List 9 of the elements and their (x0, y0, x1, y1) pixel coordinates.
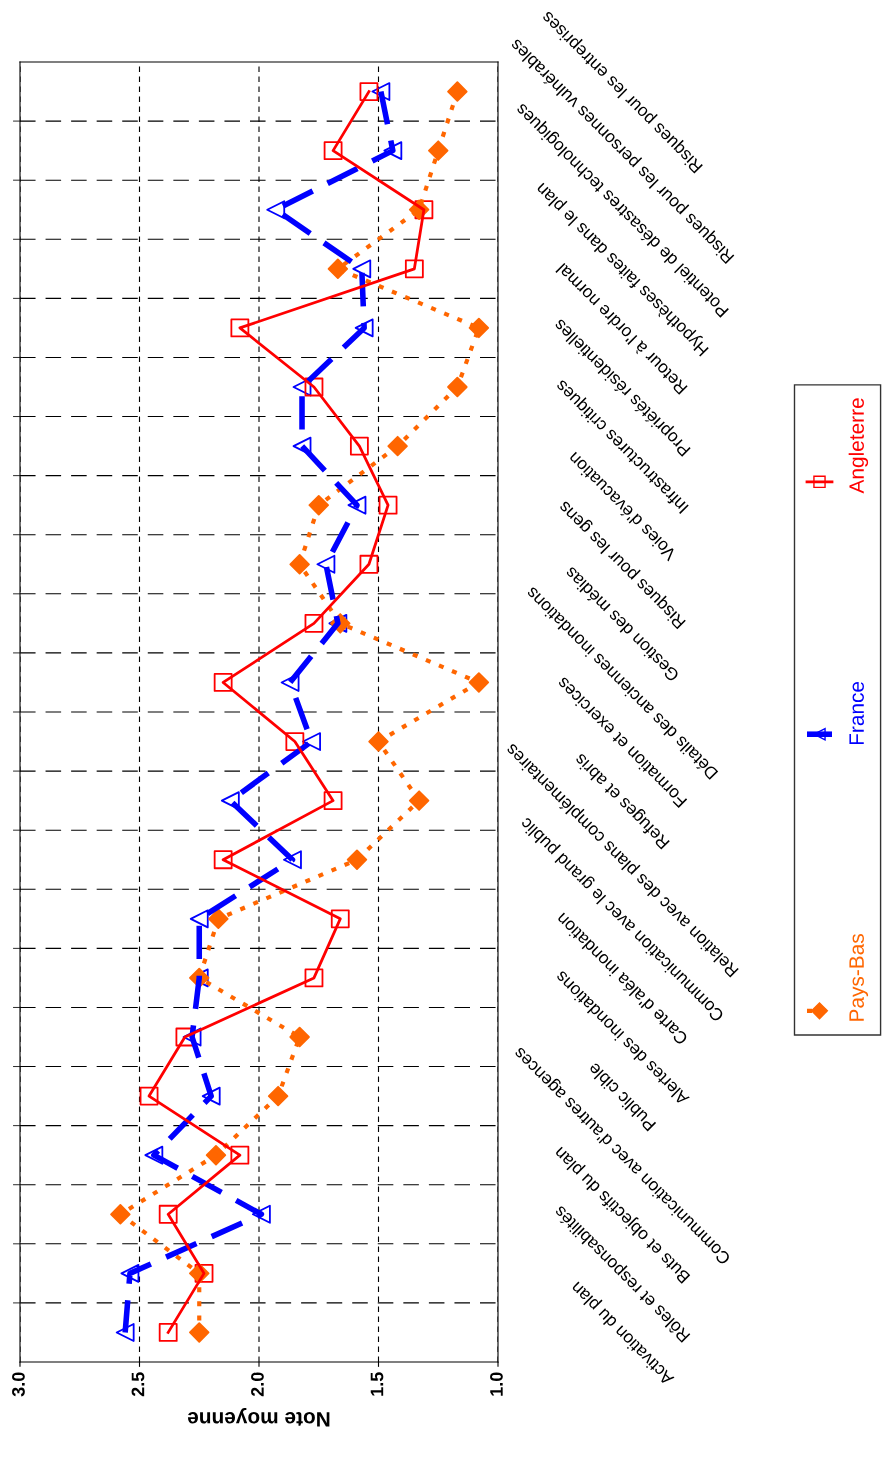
text: Angleterre (848, 398, 869, 494)
x-tick-label: 2.5 (131, 1372, 145, 1397)
x-axis-title: Note moyenne (187, 1407, 330, 1427)
x-tick-label: 1.0 (490, 1372, 503, 1396)
x-tick-label: 3.0 (12, 1372, 25, 1397)
x-tick-label: 2.0 (251, 1372, 264, 1397)
text: Pays-Bas (849, 934, 869, 1021)
x-tick-label: 1.5 (370, 1372, 384, 1396)
text: France (849, 681, 864, 745)
